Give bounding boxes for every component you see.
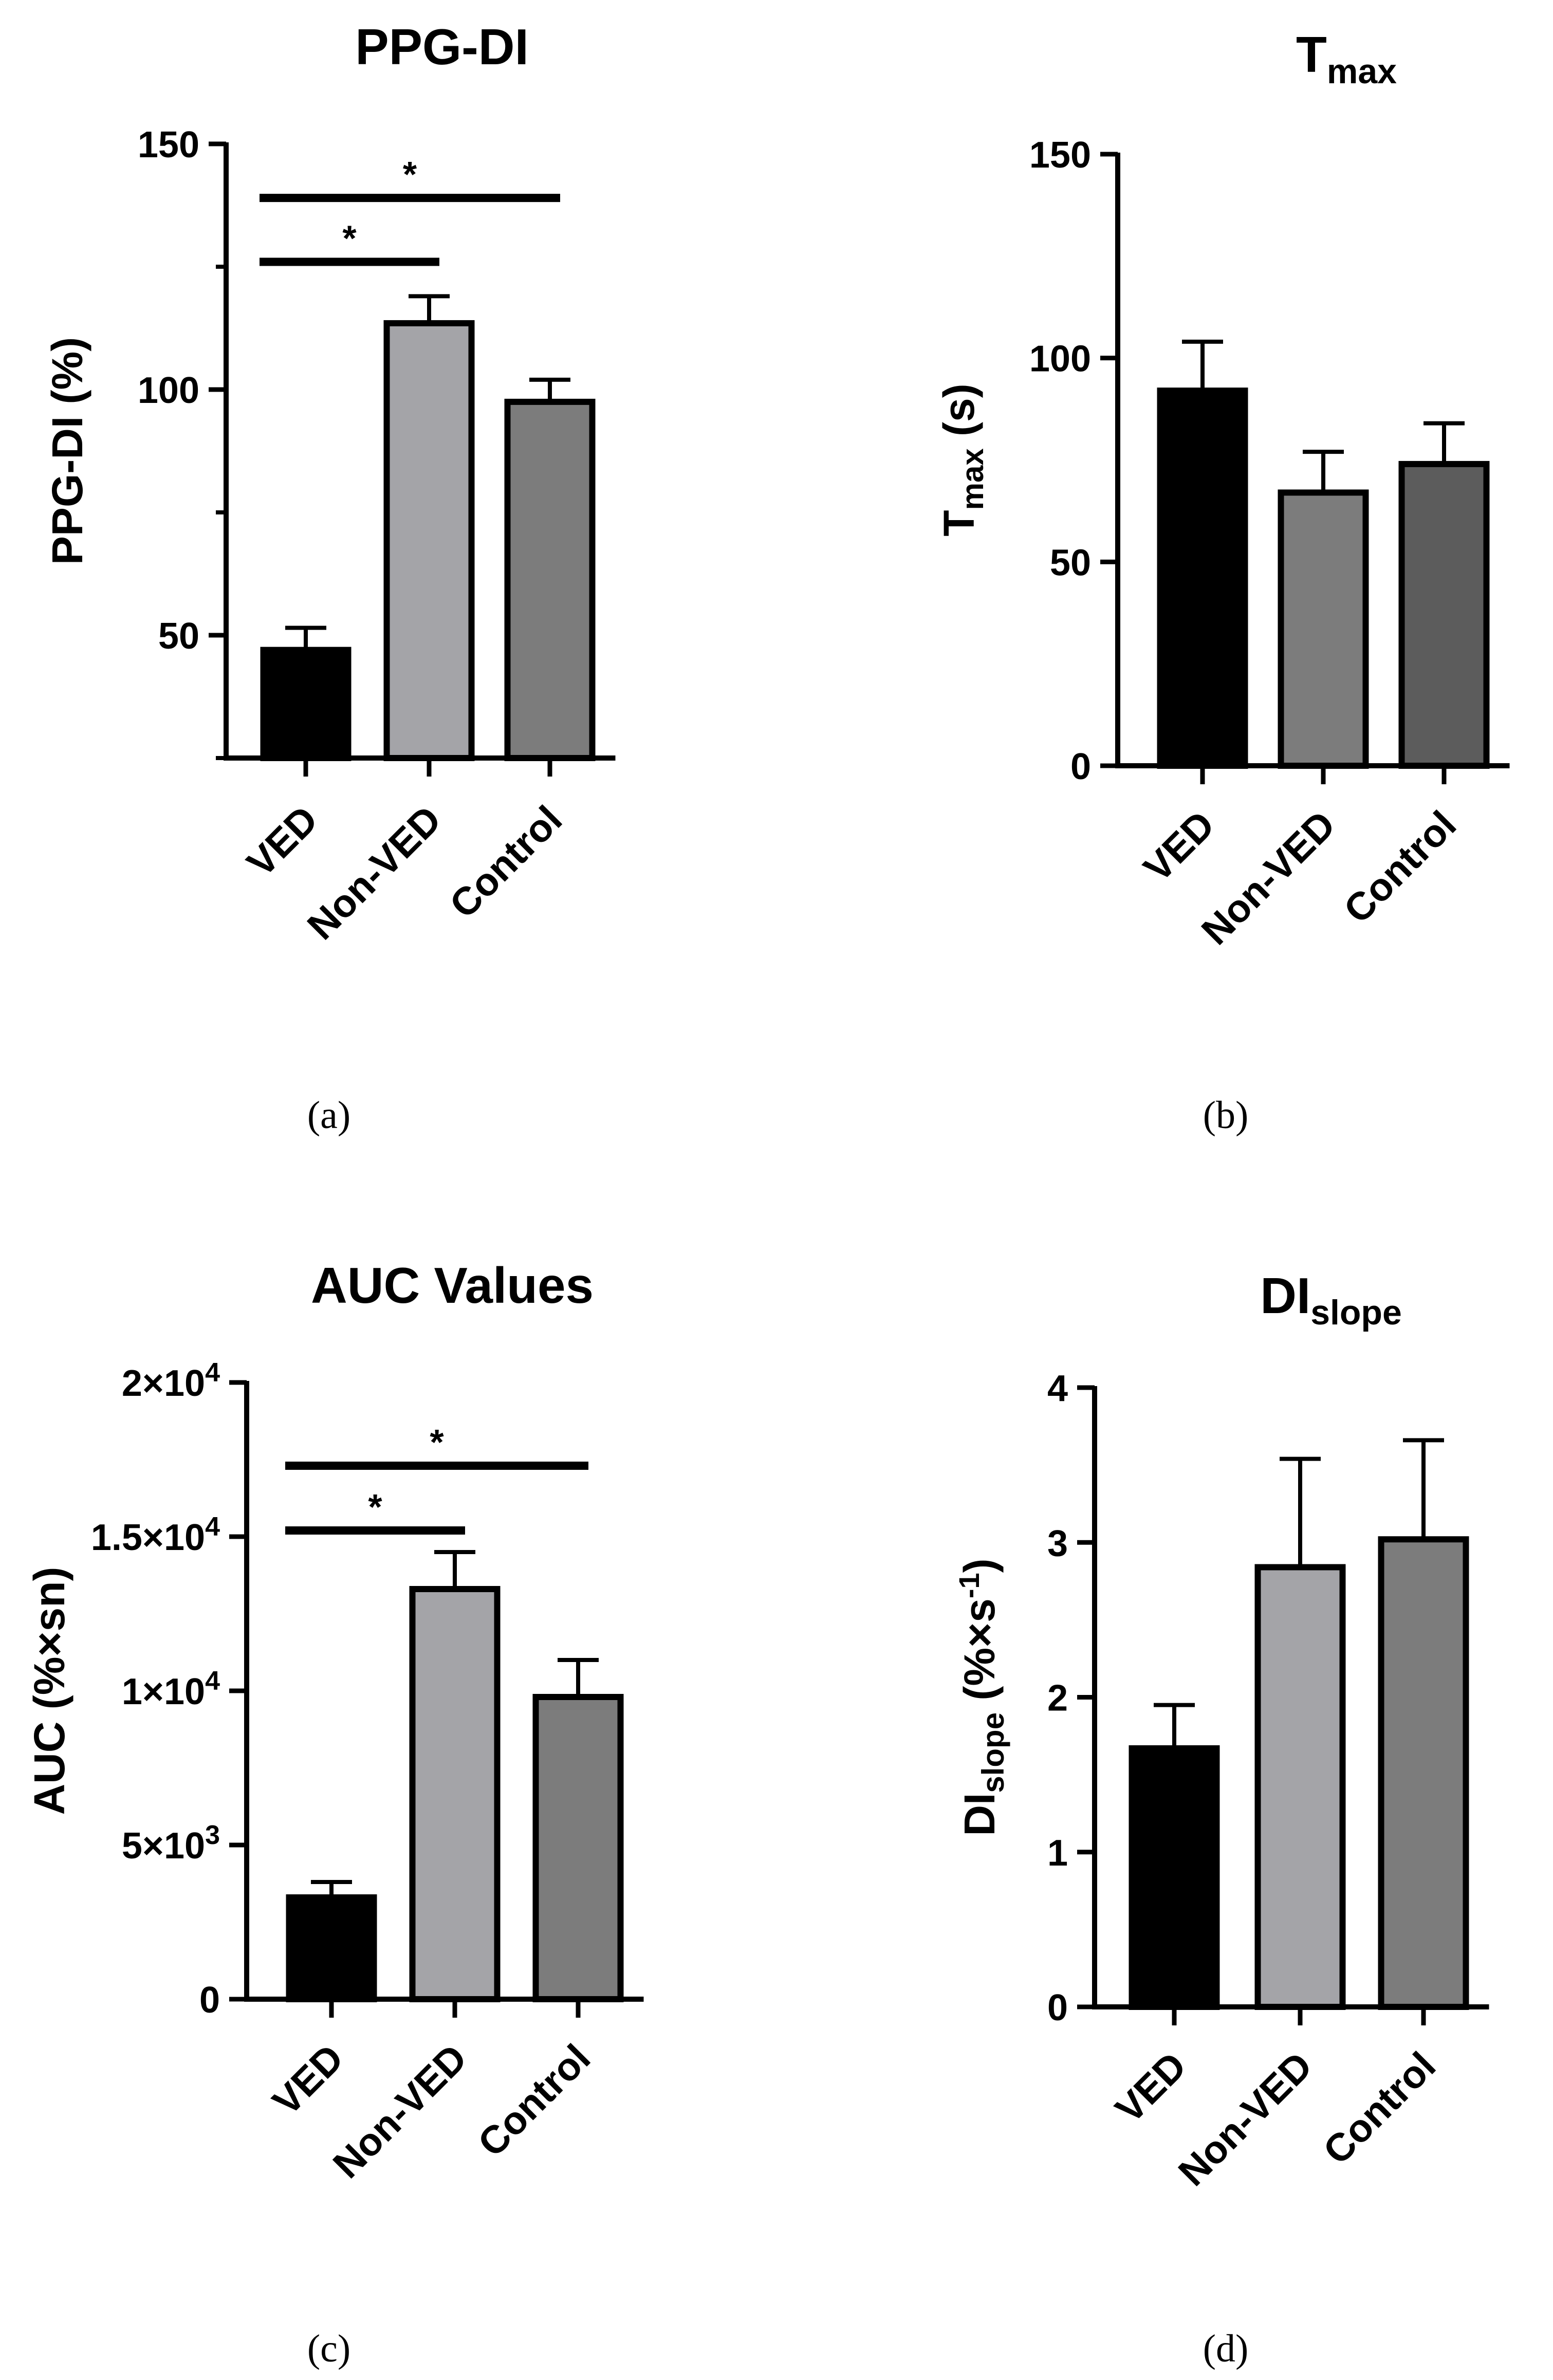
y-axis-label: AUC (%×sn) (25, 1566, 73, 1815)
panel-caption: (a) (307, 1094, 350, 1137)
y-axis-label: Tmax (s) (935, 383, 990, 536)
chart-title: DIslope (1260, 1267, 1402, 1332)
bar-control (1398, 460, 1490, 769)
significance-label: * (342, 218, 357, 258)
y-axis-label-superscript: -1 (953, 1573, 985, 1598)
bar-ved (1129, 1745, 1220, 2010)
y-tick-label: 0 (199, 1980, 220, 2021)
y-tick-label: 0 (1047, 1987, 1068, 2028)
y-tick-label: 150 (1029, 135, 1091, 176)
chart-title-subscript: slope (1310, 1293, 1402, 1332)
bar-non-ved (383, 320, 475, 761)
x-category-label: Control (470, 2036, 599, 2165)
y-tick-label: 2 (1047, 1678, 1068, 1719)
significance-label: * (403, 154, 417, 194)
y-tick-label: 1 (1047, 1833, 1068, 1874)
y-tick-exponent: 4 (205, 1358, 220, 1388)
y-tick-label: 100 (138, 370, 199, 411)
bar-non-ved (409, 1586, 501, 2002)
y-axis-label-subscript: max (955, 448, 990, 510)
chart-title: PPG-DI (355, 19, 529, 75)
x-category-label: VED (1135, 803, 1223, 891)
x-category-label: VED (1107, 2044, 1195, 2132)
bar-non-ved (1278, 489, 1369, 769)
x-category-label: Control (1336, 803, 1465, 932)
chart-title: Tmax (1296, 26, 1397, 91)
y-axis-label-subscript: slope (976, 1712, 1010, 1793)
y-tick-label: 50 (158, 616, 199, 657)
y-tick-exponent: 4 (205, 1512, 220, 1542)
y-tick-label: 1×104 (122, 1666, 220, 1712)
bar-non-ved (1254, 1564, 1346, 2010)
x-category-label: VED (264, 2036, 352, 2124)
bar-control (1378, 1536, 1469, 2010)
bar-ved (260, 647, 352, 762)
y-tick-label: 4 (1047, 1368, 1068, 1409)
y-tick-label: 0 (1070, 746, 1091, 787)
y-tick-label: 2×104 (122, 1358, 220, 1404)
y-tick-label: 150 (138, 124, 199, 165)
x-category-label: Non-VED (325, 2036, 475, 2187)
y-tick-exponent: 3 (205, 1820, 220, 1850)
panel-a: PPG-DI PPG-DI (%) 50 100 150 VEDNon-VEDContro… (43, 19, 616, 1137)
y-axis-label: PPG-DI (%) (43, 337, 91, 565)
chart-title-subscript: max (1327, 52, 1397, 91)
bar-ved (286, 1894, 377, 2002)
x-category-label: Non-VED (1170, 2044, 1321, 2194)
y-tick-label: 5×103 (122, 1820, 220, 1867)
y-tick-label: 1.5×104 (91, 1512, 220, 1558)
significance-label: * (368, 1487, 382, 1527)
x-category-label: Non-VED (299, 798, 450, 948)
significance-label: * (430, 1422, 444, 1462)
chart-title: AUC Values (311, 1257, 594, 1314)
panel-d: DIslope DIslope (%×s-1) 0 1 2 3 4 VEDNon-VEDCon… (953, 1267, 1489, 2370)
panel-c: AUC Values AUC (%×sn) 0 5×103 1×104 1.5×104 2×… (25, 1257, 644, 2370)
bar-control (504, 398, 596, 761)
x-category-label: Control (441, 798, 570, 927)
y-tick-label: 50 (1050, 542, 1091, 583)
bar-control (532, 1694, 624, 2002)
y-axis-label: DIslope (%×s-1) (953, 1558, 1010, 1836)
y-tick-exponent: 4 (205, 1666, 220, 1696)
y-tick-label: 3 (1047, 1523, 1068, 1564)
panel-caption: (c) (307, 2327, 350, 2370)
y-tick-label: 100 (1029, 339, 1091, 380)
panel-caption: (d) (1203, 2327, 1249, 2370)
x-category-label: VED (238, 798, 326, 885)
bar-ved (1157, 388, 1248, 769)
panel-caption: (b) (1203, 1094, 1249, 1137)
x-category-label: Control (1315, 2044, 1444, 2173)
x-category-label: Non-VED (1193, 803, 1344, 953)
